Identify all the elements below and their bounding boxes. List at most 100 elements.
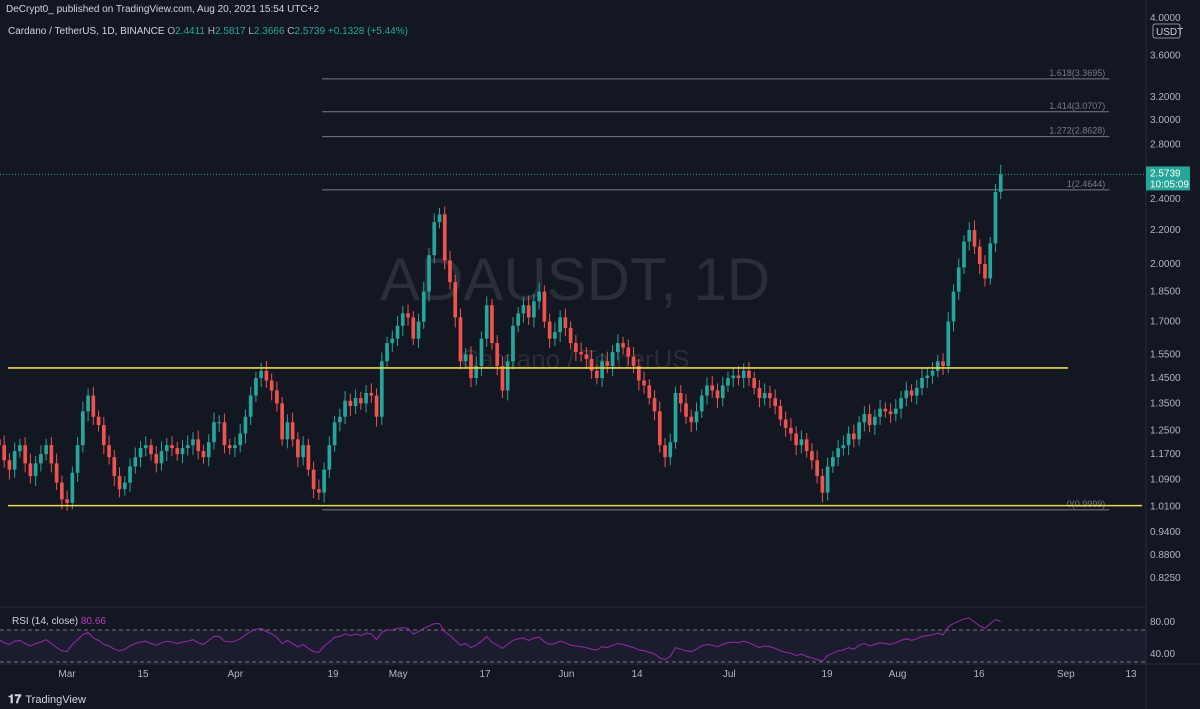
candle-body bbox=[574, 343, 578, 353]
fib-level-label: 0(0.9999) bbox=[1067, 499, 1106, 509]
candle-body bbox=[264, 370, 269, 381]
candle-body bbox=[222, 422, 227, 446]
candle-body bbox=[715, 390, 720, 399]
price-badge-value: 2.5739 bbox=[1150, 168, 1181, 179]
candle-body bbox=[935, 361, 940, 371]
close-value: 2.5739 bbox=[294, 26, 326, 37]
candle-body bbox=[54, 463, 59, 483]
candle-body bbox=[191, 439, 195, 446]
rsi-line bbox=[0, 617, 1001, 662]
candle-body bbox=[846, 433, 851, 446]
published-line: DeCrypt0_ published on TradingView.com, … bbox=[6, 4, 320, 15]
candle-body bbox=[610, 352, 615, 366]
close-label: C bbox=[287, 26, 295, 37]
candle-body bbox=[988, 243, 993, 279]
candle-body bbox=[18, 445, 22, 452]
candle-body bbox=[500, 365, 505, 391]
y-tick-label: 1.8500 bbox=[1150, 287, 1181, 298]
candle-body bbox=[914, 387, 919, 396]
candle-body bbox=[463, 354, 468, 362]
candle-body bbox=[0, 439, 1, 446]
candle-body bbox=[374, 395, 379, 417]
candle-body bbox=[442, 214, 447, 261]
candle-body bbox=[804, 439, 809, 452]
candle-body bbox=[967, 230, 972, 242]
candle-body bbox=[170, 445, 174, 449]
candle-body bbox=[437, 214, 442, 223]
y-tick-label: 4.0000 bbox=[1150, 13, 1181, 24]
rsi-y-tick-label: 80.00 bbox=[1150, 617, 1175, 628]
x-tick-label: 13 bbox=[1125, 669, 1137, 680]
candle-body bbox=[185, 445, 190, 449]
x-tick-label: 14 bbox=[631, 669, 643, 680]
y-tick-label: 1.0900 bbox=[1150, 474, 1181, 485]
candle-body bbox=[495, 343, 500, 366]
candle-body bbox=[96, 416, 101, 426]
watermark-symbol: ADAUSDT, 1D bbox=[380, 246, 770, 313]
x-tick-label: 15 bbox=[137, 669, 149, 680]
x-tick-label: Jun bbox=[558, 669, 574, 680]
rsi-legend: RSI (14, close) 80.66 bbox=[12, 616, 106, 627]
candle-body bbox=[663, 445, 667, 458]
candle-body bbox=[490, 305, 494, 344]
candle-body bbox=[741, 370, 746, 379]
high-label: H bbox=[207, 26, 215, 37]
rsi-last-value: 80.66 bbox=[80, 616, 106, 627]
candle-body bbox=[301, 445, 305, 458]
candle-body bbox=[951, 291, 956, 322]
candle-body bbox=[652, 398, 657, 412]
candle-body bbox=[290, 422, 295, 440]
ohlc-legend: Cardano / TetherUS, 1D, BINANCE O2.4411 … bbox=[8, 26, 408, 37]
candle-body bbox=[453, 282, 458, 318]
rsi-title: RSI (14, close) bbox=[12, 616, 79, 627]
candle-body bbox=[825, 466, 830, 493]
y-tick-label: 1.7000 bbox=[1150, 317, 1181, 328]
y-tick-label: 3.0000 bbox=[1150, 115, 1181, 126]
candle-body bbox=[7, 460, 12, 470]
candle-body bbox=[647, 385, 652, 399]
candle-body bbox=[317, 489, 321, 493]
candle-body bbox=[747, 370, 751, 379]
candle-body bbox=[867, 414, 872, 426]
candle-body bbox=[532, 301, 536, 318]
y-tick-label: 1.4500 bbox=[1150, 373, 1181, 384]
candle-body bbox=[600, 361, 604, 379]
currency-label: USDT bbox=[1156, 27, 1183, 38]
candle-body bbox=[920, 378, 924, 388]
candle-body bbox=[526, 305, 531, 318]
candle-body bbox=[332, 422, 337, 446]
candle-body bbox=[605, 361, 610, 366]
candle-body bbox=[862, 414, 867, 423]
candle-body bbox=[810, 451, 814, 461]
candle-body bbox=[783, 419, 788, 428]
candle-body bbox=[893, 408, 898, 415]
candle-body bbox=[642, 380, 646, 386]
x-tick-label: Mar bbox=[58, 669, 76, 680]
price-badge bbox=[1146, 166, 1190, 191]
candle-body bbox=[841, 445, 846, 449]
candle-body bbox=[128, 466, 132, 483]
candle-body bbox=[484, 305, 489, 339]
candle-body bbox=[872, 416, 877, 426]
candle-body bbox=[296, 439, 300, 458]
y-tick-label: 1.2500 bbox=[1150, 426, 1181, 437]
candle-body bbox=[684, 403, 688, 417]
candle-body bbox=[479, 338, 484, 366]
candle-body bbox=[122, 482, 127, 490]
footer-brand[interactable]: 𝟏𝟕 TradingView bbox=[8, 692, 86, 707]
candle-body bbox=[138, 448, 143, 458]
candle-body bbox=[243, 416, 248, 434]
candle-body bbox=[836, 448, 840, 458]
candle-body bbox=[39, 454, 43, 464]
candle-body bbox=[369, 393, 374, 396]
x-tick-label: 16 bbox=[973, 669, 985, 680]
candle-body bbox=[998, 174, 1003, 192]
candle-body bbox=[731, 375, 736, 379]
candle-body bbox=[626, 347, 631, 357]
price-badge-countdown: 10:05:09 bbox=[1150, 179, 1189, 190]
candle-body bbox=[972, 230, 977, 247]
candle-body bbox=[778, 406, 783, 420]
candle-body bbox=[925, 375, 930, 379]
candle-body bbox=[977, 246, 982, 264]
